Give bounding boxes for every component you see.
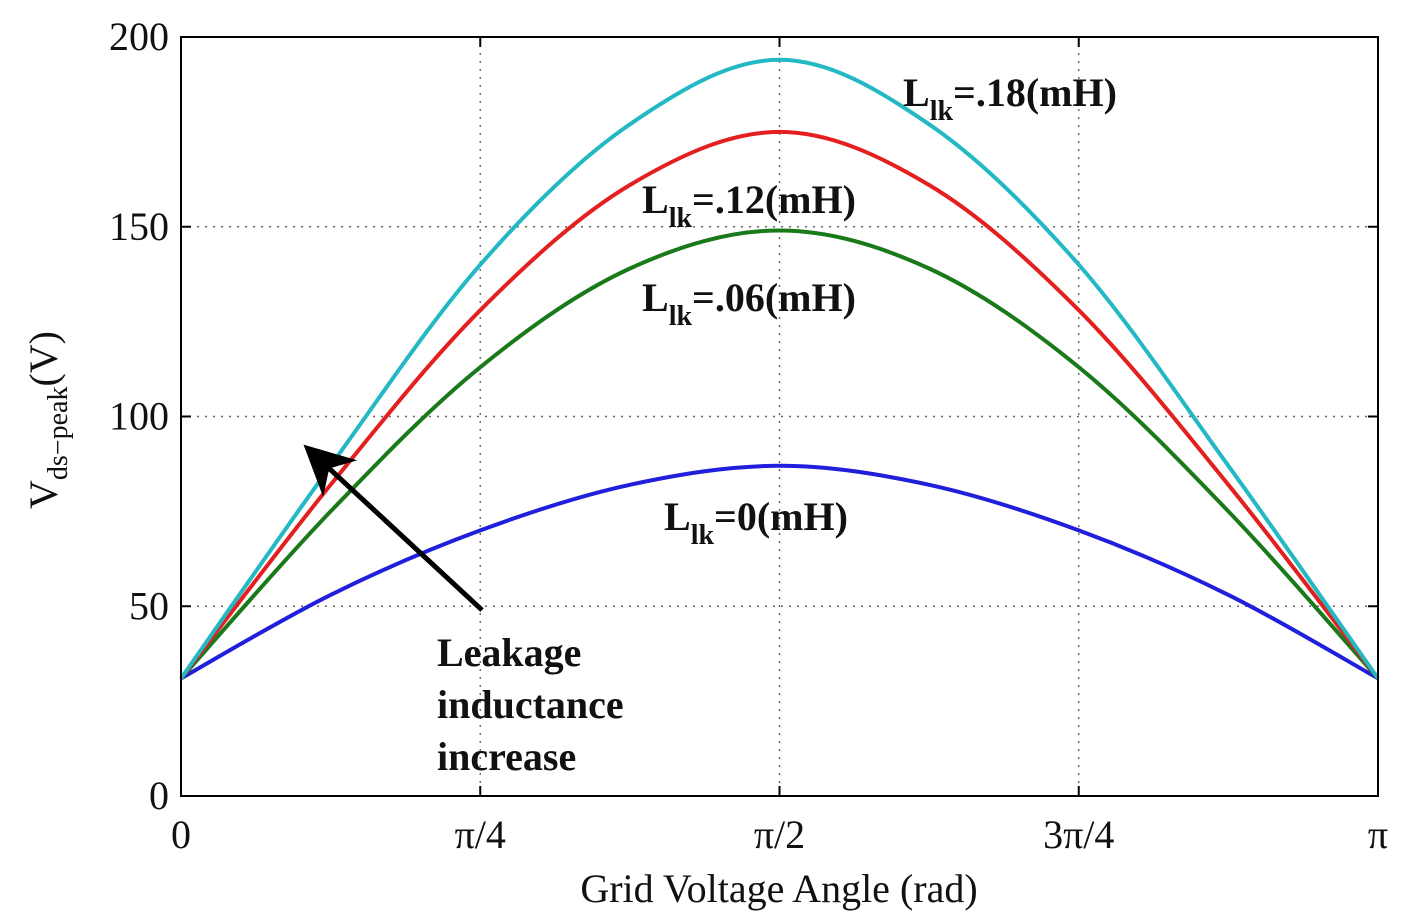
series-labels: Llk=0(mH)Llk=.06(mH)Llk=.12(mH)Llk=.18(m… [642,70,1117,551]
annotation: Leakage inductance increase [303,444,624,779]
series-label-main: L [642,177,669,222]
annotation-line-1: Leakage [437,630,581,675]
series-label-0: Llk=0(mH) [664,494,848,551]
y-tick-label: 200 [109,14,169,59]
y-axis-title-main: V [21,480,66,509]
series-line-1 [179,228,1380,680]
series-label-sub: lk [669,301,693,332]
y-tick-label: 100 [109,394,169,439]
series-label-tail: =0(mH) [714,494,848,539]
series-label-sub: lk [930,96,954,127]
series-lines [179,57,1380,681]
series-line-0 [180,463,1379,681]
series-label-1: Llk=.06(mH) [642,275,856,332]
series-label-main: L [664,494,691,539]
series-label-3: Llk=.18(mH) [903,70,1117,127]
axis-ticks: 0 50 100 150 200 0 π/4 π/2 3π/4 π [109,14,1388,857]
annotation-line-2: inductance [437,682,624,727]
y-axis-title: Vds−peak(V) [21,331,74,509]
series-label-main: L [903,70,930,115]
y-tick-label: 150 [109,204,169,249]
x-tick-label: π [1368,812,1388,857]
series-label-tail: =.06(mH) [692,275,856,320]
series-label-2: Llk=.12(mH) [642,177,856,234]
x-tick-label: 0 [171,812,191,857]
y-tick-label: 0 [149,773,169,818]
series-label-tail: =.12(mH) [692,177,856,222]
x-axis-title: Grid Voltage Angle (rad) [580,866,977,911]
series-label-tail: =.18(mH) [953,70,1117,115]
annotation-arrow [303,444,484,612]
series-label-main: L [642,275,669,320]
grid-lines [181,37,1378,796]
y-axis-title-sub: ds−peak [43,387,74,481]
y-tick-label: 50 [129,583,169,628]
annotation-line-3: increase [437,734,576,779]
series-line-3 [179,57,1380,680]
y-axis-title-tail: (V) [21,331,66,387]
series-label-sub: lk [691,520,715,551]
series-label-sub: lk [669,203,693,234]
x-tick-label: 3π/4 [1043,812,1114,857]
x-tick-label: π/2 [754,812,805,857]
x-tick-label: π/4 [455,812,506,857]
series-line-2 [179,129,1380,680]
